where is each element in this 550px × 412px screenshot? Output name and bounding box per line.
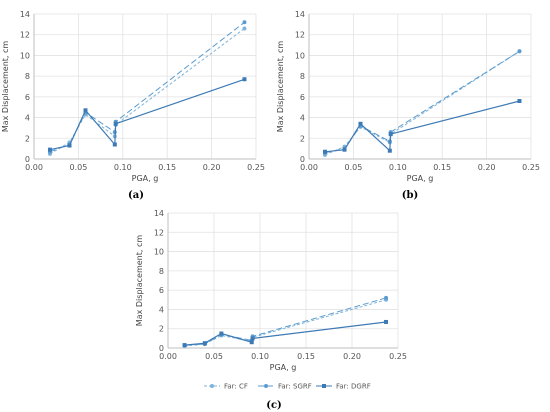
data-point-dgrf <box>387 148 392 153</box>
panel-caption: (c) <box>266 400 282 411</box>
legend-item-cf: Far: CF <box>204 383 248 391</box>
legend-item-sgrf: Far: SGRF <box>258 383 312 391</box>
legend-label: Far: CF <box>224 383 248 391</box>
y-tick-label: 4 <box>159 305 164 314</box>
data-point-dgrf <box>182 343 187 348</box>
x-tick-label: 0.05 <box>205 352 223 361</box>
data-point-dgrf <box>250 336 255 341</box>
panel-caption: (b) <box>402 190 418 201</box>
y-tick-label: 6 <box>159 286 164 295</box>
x-axis-label: PGA, g <box>270 363 297 372</box>
data-point-sgrf <box>517 49 522 54</box>
data-point-dgrf <box>249 340 254 345</box>
data-point-cf <box>242 26 247 31</box>
legend-marker <box>210 384 214 388</box>
series-line-sgrf <box>49 21 245 153</box>
x-tick-label: 0.10 <box>389 163 407 172</box>
y-tick-label: 2 <box>300 134 305 143</box>
y-tick-label: 12 <box>295 31 305 40</box>
legend: Far: CF Far: SGRF Far: DGRF <box>204 383 371 391</box>
y-tick-label: 6 <box>300 93 305 102</box>
data-point-dgrf <box>83 108 88 113</box>
chart-panel-b: 0 2 4 6 8 10 12 14 0.00 0.05 0.10 0.15 0.20 0.25 PGA, … <box>276 10 540 201</box>
x-tick-label: 0.15 <box>433 163 451 172</box>
y-tick-label: 14 <box>20 10 30 19</box>
series-line-dgrf <box>184 321 387 346</box>
x-tick-label: 0.00 <box>25 163 43 172</box>
y-tick-label: 2 <box>159 325 164 334</box>
series-line-cf <box>324 50 520 156</box>
data-point-dgrf <box>342 147 347 152</box>
y-axis-label: Max Displacement, cm <box>135 235 144 327</box>
data-point-dgrf <box>67 143 72 148</box>
y-tick-label: 10 <box>295 51 305 60</box>
data-point-sgrf <box>242 20 247 25</box>
data-point-dgrf <box>388 132 393 137</box>
y-tick-label: 2 <box>25 134 30 143</box>
x-axis-label: PGA, g <box>132 174 159 183</box>
x-tick-label: 0.25 <box>522 163 540 172</box>
y-tick-label: 6 <box>25 93 30 102</box>
y-tick-label: 4 <box>25 114 30 123</box>
x-tick-label: 0.20 <box>478 163 496 172</box>
x-tick-label: 0.10 <box>114 163 132 172</box>
y-tick-label: 0 <box>300 155 305 164</box>
x-tick-label: 0.20 <box>343 352 361 361</box>
panels: 0 2 4 6 8 10 12 14 0.00 0.05 0.10 0.15 0.20 0.25 PGA, … <box>1 10 540 411</box>
x-tick-label: 0.00 <box>159 352 177 361</box>
chart-panel-c: 0 2 4 6 8 10 12 14 0.00 0.05 0.10 0.15 0.20 0.25 PGA, … <box>135 209 407 411</box>
data-point-dgrf <box>113 121 118 126</box>
legend-label: Far: SGRF <box>278 383 312 391</box>
x-tick-label: 0.15 <box>158 163 176 172</box>
y-tick-label: 12 <box>154 228 164 237</box>
legend-label: Far: DGRF <box>336 383 371 391</box>
x-tick-label: 0.05 <box>344 163 362 172</box>
legend-item-dgrf: Far: DGRF <box>316 383 371 391</box>
y-tick-label: 14 <box>295 10 305 19</box>
data-point-dgrf <box>202 341 207 346</box>
series-line-cf <box>184 299 387 347</box>
x-tick-label: 0.15 <box>297 352 315 361</box>
legend-marker <box>322 384 326 388</box>
data-point-sgrf <box>384 295 389 300</box>
data-point-dgrf <box>112 142 117 147</box>
series-line-dgrf <box>49 78 245 151</box>
y-tick-label: 8 <box>25 72 30 81</box>
data-point-dgrf <box>384 319 389 324</box>
panel-caption: (a) <box>128 190 144 201</box>
data-point-dgrf <box>322 149 327 154</box>
y-tick-label: 0 <box>25 155 30 164</box>
y-axis-label: Max Displacement, cm <box>1 41 10 133</box>
x-axis-label: PGA, g <box>407 174 434 183</box>
x-tick-label: 0.00 <box>300 163 318 172</box>
x-tick-label: 0.05 <box>69 163 87 172</box>
x-tick-label: 0.10 <box>251 352 269 361</box>
series-line-sgrf <box>324 50 520 154</box>
y-tick-label: 0 <box>159 344 164 353</box>
data-point-dgrf <box>47 147 52 152</box>
data-point-dgrf <box>358 121 363 126</box>
y-tick-label: 12 <box>20 31 30 40</box>
y-axis-label: Max Displacement, cm <box>276 41 285 133</box>
data-point-dgrf <box>219 331 224 336</box>
legend-marker <box>264 384 268 388</box>
chart-panel-a: 0 2 4 6 8 10 12 14 0.00 0.05 0.10 0.15 0.20 0.25 PGA, … <box>1 10 265 201</box>
y-tick-label: 10 <box>154 248 164 257</box>
x-tick-label: 0.20 <box>203 163 221 172</box>
data-point-dgrf <box>242 77 247 82</box>
y-tick-label: 10 <box>20 51 30 60</box>
y-tick-label: 8 <box>300 72 305 81</box>
series-line-cf <box>49 28 245 155</box>
series-line-dgrf <box>324 100 520 153</box>
x-tick-label: 0.25 <box>247 163 265 172</box>
y-tick-label: 4 <box>300 114 305 123</box>
y-tick-label: 14 <box>154 209 164 218</box>
y-tick-label: 8 <box>159 267 164 276</box>
x-tick-label: 0.25 <box>389 352 407 361</box>
data-point-dgrf <box>517 99 522 103</box>
